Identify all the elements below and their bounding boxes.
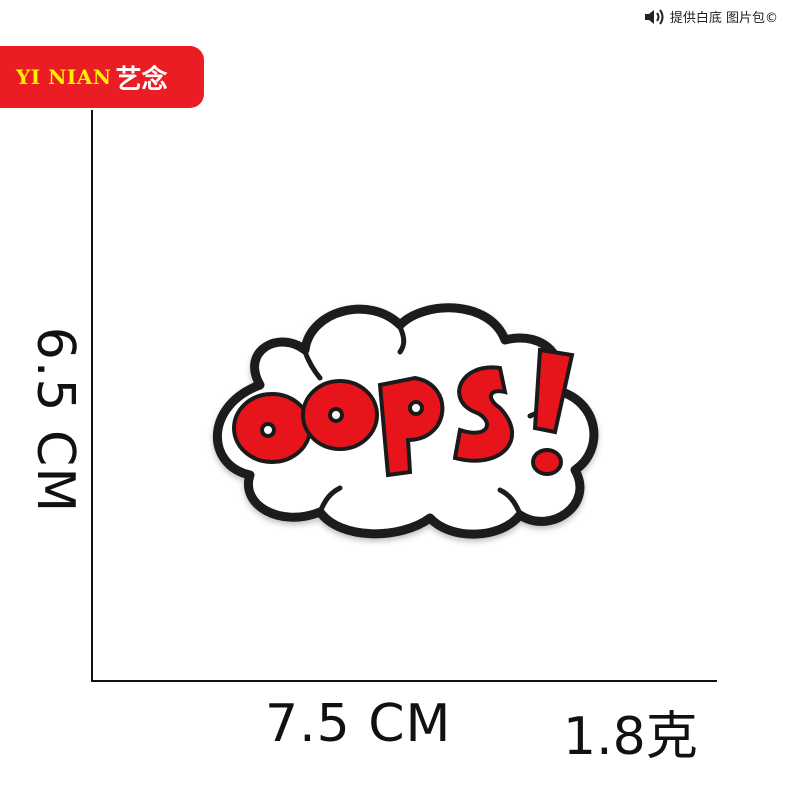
height-dimension-label: 6.5 CM	[25, 326, 85, 514]
width-dimension-label: 7.5 CM	[265, 694, 452, 754]
letter-p	[377, 375, 445, 478]
weight-label: 1.8克	[563, 707, 698, 767]
oops-lettering	[232, 347, 575, 478]
oops-patch	[212, 303, 599, 539]
exclamation-dot	[531, 448, 563, 476]
vertical-axis-line	[91, 110, 93, 682]
brand-latin-text: YI NIAN	[16, 65, 112, 89]
watermark: 提供白底 图片包©	[643, 7, 778, 26]
speaker-icon	[644, 8, 664, 25]
watermark-text: 提供白底 图片包©	[669, 11, 778, 26]
letter-s	[452, 365, 514, 463]
exclamation-bar	[532, 347, 575, 435]
brand-badge: YI NIAN 艺念	[0, 46, 204, 108]
horizontal-axis-line	[91, 680, 717, 682]
brand-cjk-text: 艺念	[115, 64, 168, 95]
